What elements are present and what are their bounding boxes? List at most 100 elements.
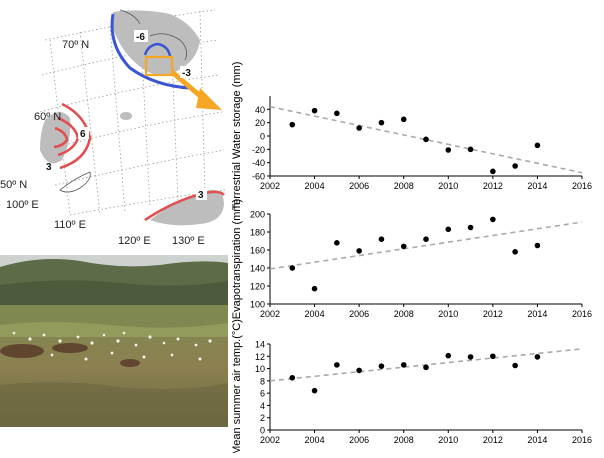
summer-temp-y-tick-label: 0 [260,426,265,436]
summer-temp-point [334,362,340,368]
water-storage-y-tick-label: -60 [252,172,265,182]
arrow-icon [170,70,222,110]
water-storage-y-axis-label: Terrestrial Water storage (mm) [231,62,243,211]
evapotranspiration-x-tick-label: 2006 [349,309,369,319]
evapotranspiration-x-tick-label: 2010 [438,309,458,319]
water-storage-point [467,146,474,153]
evapotranspiration-point [334,240,340,246]
negative-contours [110,13,191,90]
evapotranspiration-y-tick-label: 100 [250,300,265,310]
summer-temp-x-tick-label: 2012 [483,435,503,445]
evapotranspiration-point [490,216,496,223]
water-storage-trend-line [269,105,583,174]
summer-temp-y-tick-label: 6 [260,389,265,399]
water-storage-x-tick-label: 2006 [349,181,369,191]
summer-temp-x-tick-label: 2008 [394,435,414,445]
water-storage-y-tick-label: 20 [255,118,265,128]
contour-label-neg3: -3 [182,68,191,79]
wet-depressions [0,343,140,367]
evapotranspiration-point [289,265,296,271]
summer-temp-point [289,374,296,381]
water-storage-point [289,121,296,128]
evapotranspiration-point [423,236,429,242]
evapotranspiration-x-tick-label: 2004 [305,309,325,319]
evapotranspiration-trend-line [269,221,583,270]
evapotranspiration-y-tick-label: 120 [250,282,265,292]
evapotranspiration-point [467,224,474,231]
evapotranspiration-y-tick-label: 160 [250,246,265,256]
water-storage-y-tick-label: 0 [260,132,265,142]
water-storage-point [512,163,518,169]
water-storage-chart: -60 -40 -20 0 20 40 2002 2004 2006 2008 2010 2012 20… [231,62,592,211]
summer-temp-point [423,364,429,371]
evapotranspiration-y-tick-label: 180 [250,228,265,238]
summer-temp-y-tick-label: 8 [260,376,265,386]
summer-temp-x-tick-label: 2016 [572,435,592,445]
water-storage-point [534,142,541,149]
evapotranspiration-x-tick-label: 2016 [572,309,592,319]
summer-temp-x-tick-label: 2004 [305,435,325,445]
water-storage-point [490,168,496,175]
water-storage-x-tick-label: 2004 [305,181,325,191]
water-storage-x-tick-label: 2012 [483,181,503,191]
evapotranspiration-y-axis-label: Evapotranspiration (mm) [231,199,243,319]
summer-temp-point [534,354,541,360]
water-storage-y-tick-label: -40 [252,158,265,168]
highlight-box [144,55,174,77]
summer-temp-y-axis-label: Mean summer air temp.(°C) [231,319,243,453]
summer-temp-y-tick-label: 4 [260,401,265,411]
lat-label-60n: 60º N [34,111,61,123]
summer-temp-chart: 0 2 4 6 8 10 12 14 2002 2004 2006 2008 2010 2012 2014 2… [231,319,592,455]
evapotranspiration-y-tick-label: 140 [250,264,265,274]
water-storage-y-tick-label: 40 [255,105,265,115]
water-storage-point [356,125,362,131]
evapotranspiration-point [311,285,318,292]
evapotranspiration-point [400,243,407,250]
contour-label-pos6: 6 [80,129,86,140]
lon-label-110e: 110º E [54,219,86,231]
photo-svg [0,255,228,427]
water-storage-y-tick-label: -20 [252,145,265,155]
evapotranspiration-x-tick-label: 2008 [394,309,414,319]
summer-temp-y-tick-label: 2 [260,413,265,423]
summer-temp-y-tick-label: 14 [255,340,265,350]
summer-temp-x-tick-label: 2010 [438,435,458,445]
charts-panel: -60 -40 -20 0 20 40 2002 2004 2006 2008 2010 2012 20… [228,0,604,455]
water-storage-point [311,107,318,114]
summer-temp-point [445,352,452,359]
evapotranspiration-chart: 100 120 140 160 180 200 2002 2004 2006 2008 2010 20… [231,199,592,319]
summer-temp-point [512,362,518,369]
evapotranspiration-point [512,249,518,255]
water-storage-x-tick-label: 2016 [572,181,592,191]
cotton-grass [12,331,212,361]
water-storage-point [334,110,340,117]
water-storage-x-tick-label: 2008 [394,181,414,191]
contour-label-pos3-west: 3 [46,162,52,173]
lon-label-100e: 100º E [6,199,39,211]
evapotranspiration-point [356,248,362,254]
coastline [59,9,188,193]
summer-temp-point [378,363,385,369]
evapotranspiration-point [445,226,452,233]
evapotranspiration-x-tick-label: 2014 [527,309,547,319]
tundra-photo [0,255,228,427]
summer-temp-x-tick-label: 2006 [349,435,369,445]
map-svg: -6 -3 6 3 3 70º N 60º N 50º N 100º E 110… [0,9,226,247]
water-storage-point [378,119,385,126]
contour-label-pos3-east: 3 [198,190,204,201]
evapotranspiration-x-tick-label: 2002 [260,309,280,319]
lon-label-120e: 120º E [118,235,151,247]
lat-label-50n: 50º N [0,179,27,191]
summer-temp-x-tick-label: 2002 [260,435,280,445]
summer-temp-x-tick-label: 2014 [527,435,547,445]
water-storage-point [423,136,429,143]
land-shading [40,10,224,226]
water-storage-x-tick-label: 2014 [527,181,547,191]
summer-temp-point [356,367,362,374]
evapotranspiration-point [378,236,385,242]
evapotranspiration-y-tick-label: 200 [250,210,265,220]
water-storage-point [445,147,452,153]
water-storage-x-tick-label: 2010 [438,181,458,191]
summer-temp-y-tick-label: 10 [255,364,265,374]
water-storage-x-tick-label: 2002 [260,181,280,191]
